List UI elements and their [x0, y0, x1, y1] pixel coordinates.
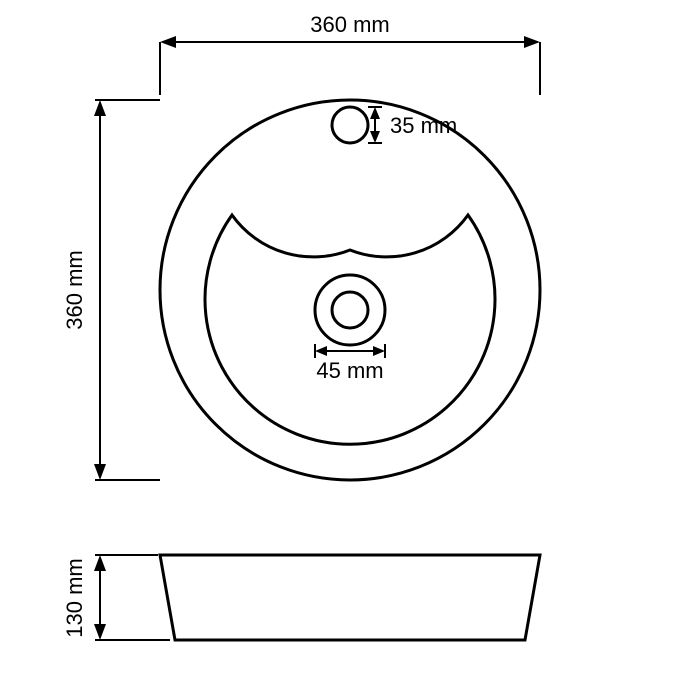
- outer-rim: [160, 100, 540, 480]
- side-profile: [160, 555, 540, 640]
- dim-side-label: 130 mm: [62, 558, 87, 637]
- top-view: [160, 100, 540, 480]
- tap-hole: [332, 107, 368, 143]
- dim-height-label: 360 mm: [62, 250, 87, 329]
- side-view: [160, 555, 540, 640]
- dim-height: 360 mm: [62, 100, 160, 480]
- drain-inner: [332, 292, 368, 328]
- drain-outer: [315, 275, 385, 345]
- dim-side-height: 130 mm: [62, 555, 170, 640]
- dim-width-label: 360 mm: [310, 12, 389, 37]
- dim-drain: 45 mm: [315, 344, 385, 383]
- dim-width: 360 mm: [160, 12, 540, 95]
- inner-basin: [205, 215, 495, 444]
- dim-tap-label: 35 mm: [390, 113, 457, 138]
- technical-drawing: 360 mm 360 mm 35 mm: [0, 0, 700, 700]
- dim-tap-hole: 35 mm: [368, 107, 457, 143]
- dim-drain-label: 45 mm: [316, 358, 383, 383]
